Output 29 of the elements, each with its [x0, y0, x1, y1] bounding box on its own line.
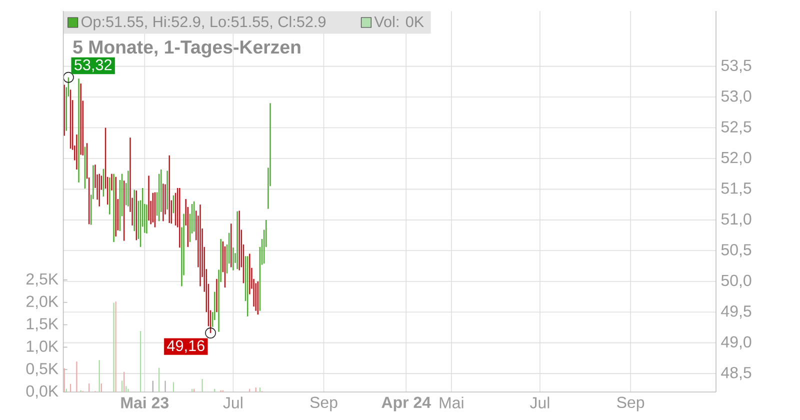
x-tick-label: Sep: [310, 396, 338, 412]
y-tick-label: 51,5: [721, 182, 752, 196]
y2-tick-label: 0,0K: [26, 385, 58, 399]
y2-tick-label: 0,5K: [26, 362, 58, 376]
y-tick-label: 51,0: [721, 213, 752, 227]
x-tick-label: Mai 23: [121, 396, 168, 408]
x-tick-label: Mai: [440, 396, 464, 408]
y-tick-label: 50,0: [721, 274, 752, 288]
y2-tick-label: 2,0K: [26, 296, 58, 309]
y-tick-label: 52,0: [721, 152, 752, 166]
y2-tick-label: 1,0K: [26, 340, 58, 354]
y2-tick-label: 2,5K: [26, 273, 58, 287]
y2-tick-label: 1,5K: [26, 318, 58, 332]
text: 5 Monate, 1-Tages-Kerzen: [73, 40, 300, 58]
x-tick-label: Jul: [530, 396, 550, 408]
y-tick-label: 50,5: [721, 244, 752, 258]
legend-label: Op:51.55, Hi:52.9, Lo:51.55, Cl:52.9: [82, 16, 326, 30]
y-tick-label: 53,0: [721, 90, 752, 104]
text: 53,32: [74, 59, 112, 72]
text: 49,16: [167, 340, 204, 353]
y-tick-label: 49,0: [721, 336, 752, 350]
y-tick-label: 49,5: [721, 305, 752, 319]
y-tick-label: 53,5: [721, 60, 752, 73]
x-tick-label: Jul: [223, 396, 242, 408]
x-tick-label: Sep: [617, 396, 644, 412]
y-tick-label: 52,5: [721, 121, 752, 134]
legend-label: Vol: 0K: [374, 16, 424, 28]
y-tick-label: 48,5: [721, 366, 752, 380]
x-tick-label: Apr 24: [382, 396, 431, 412]
